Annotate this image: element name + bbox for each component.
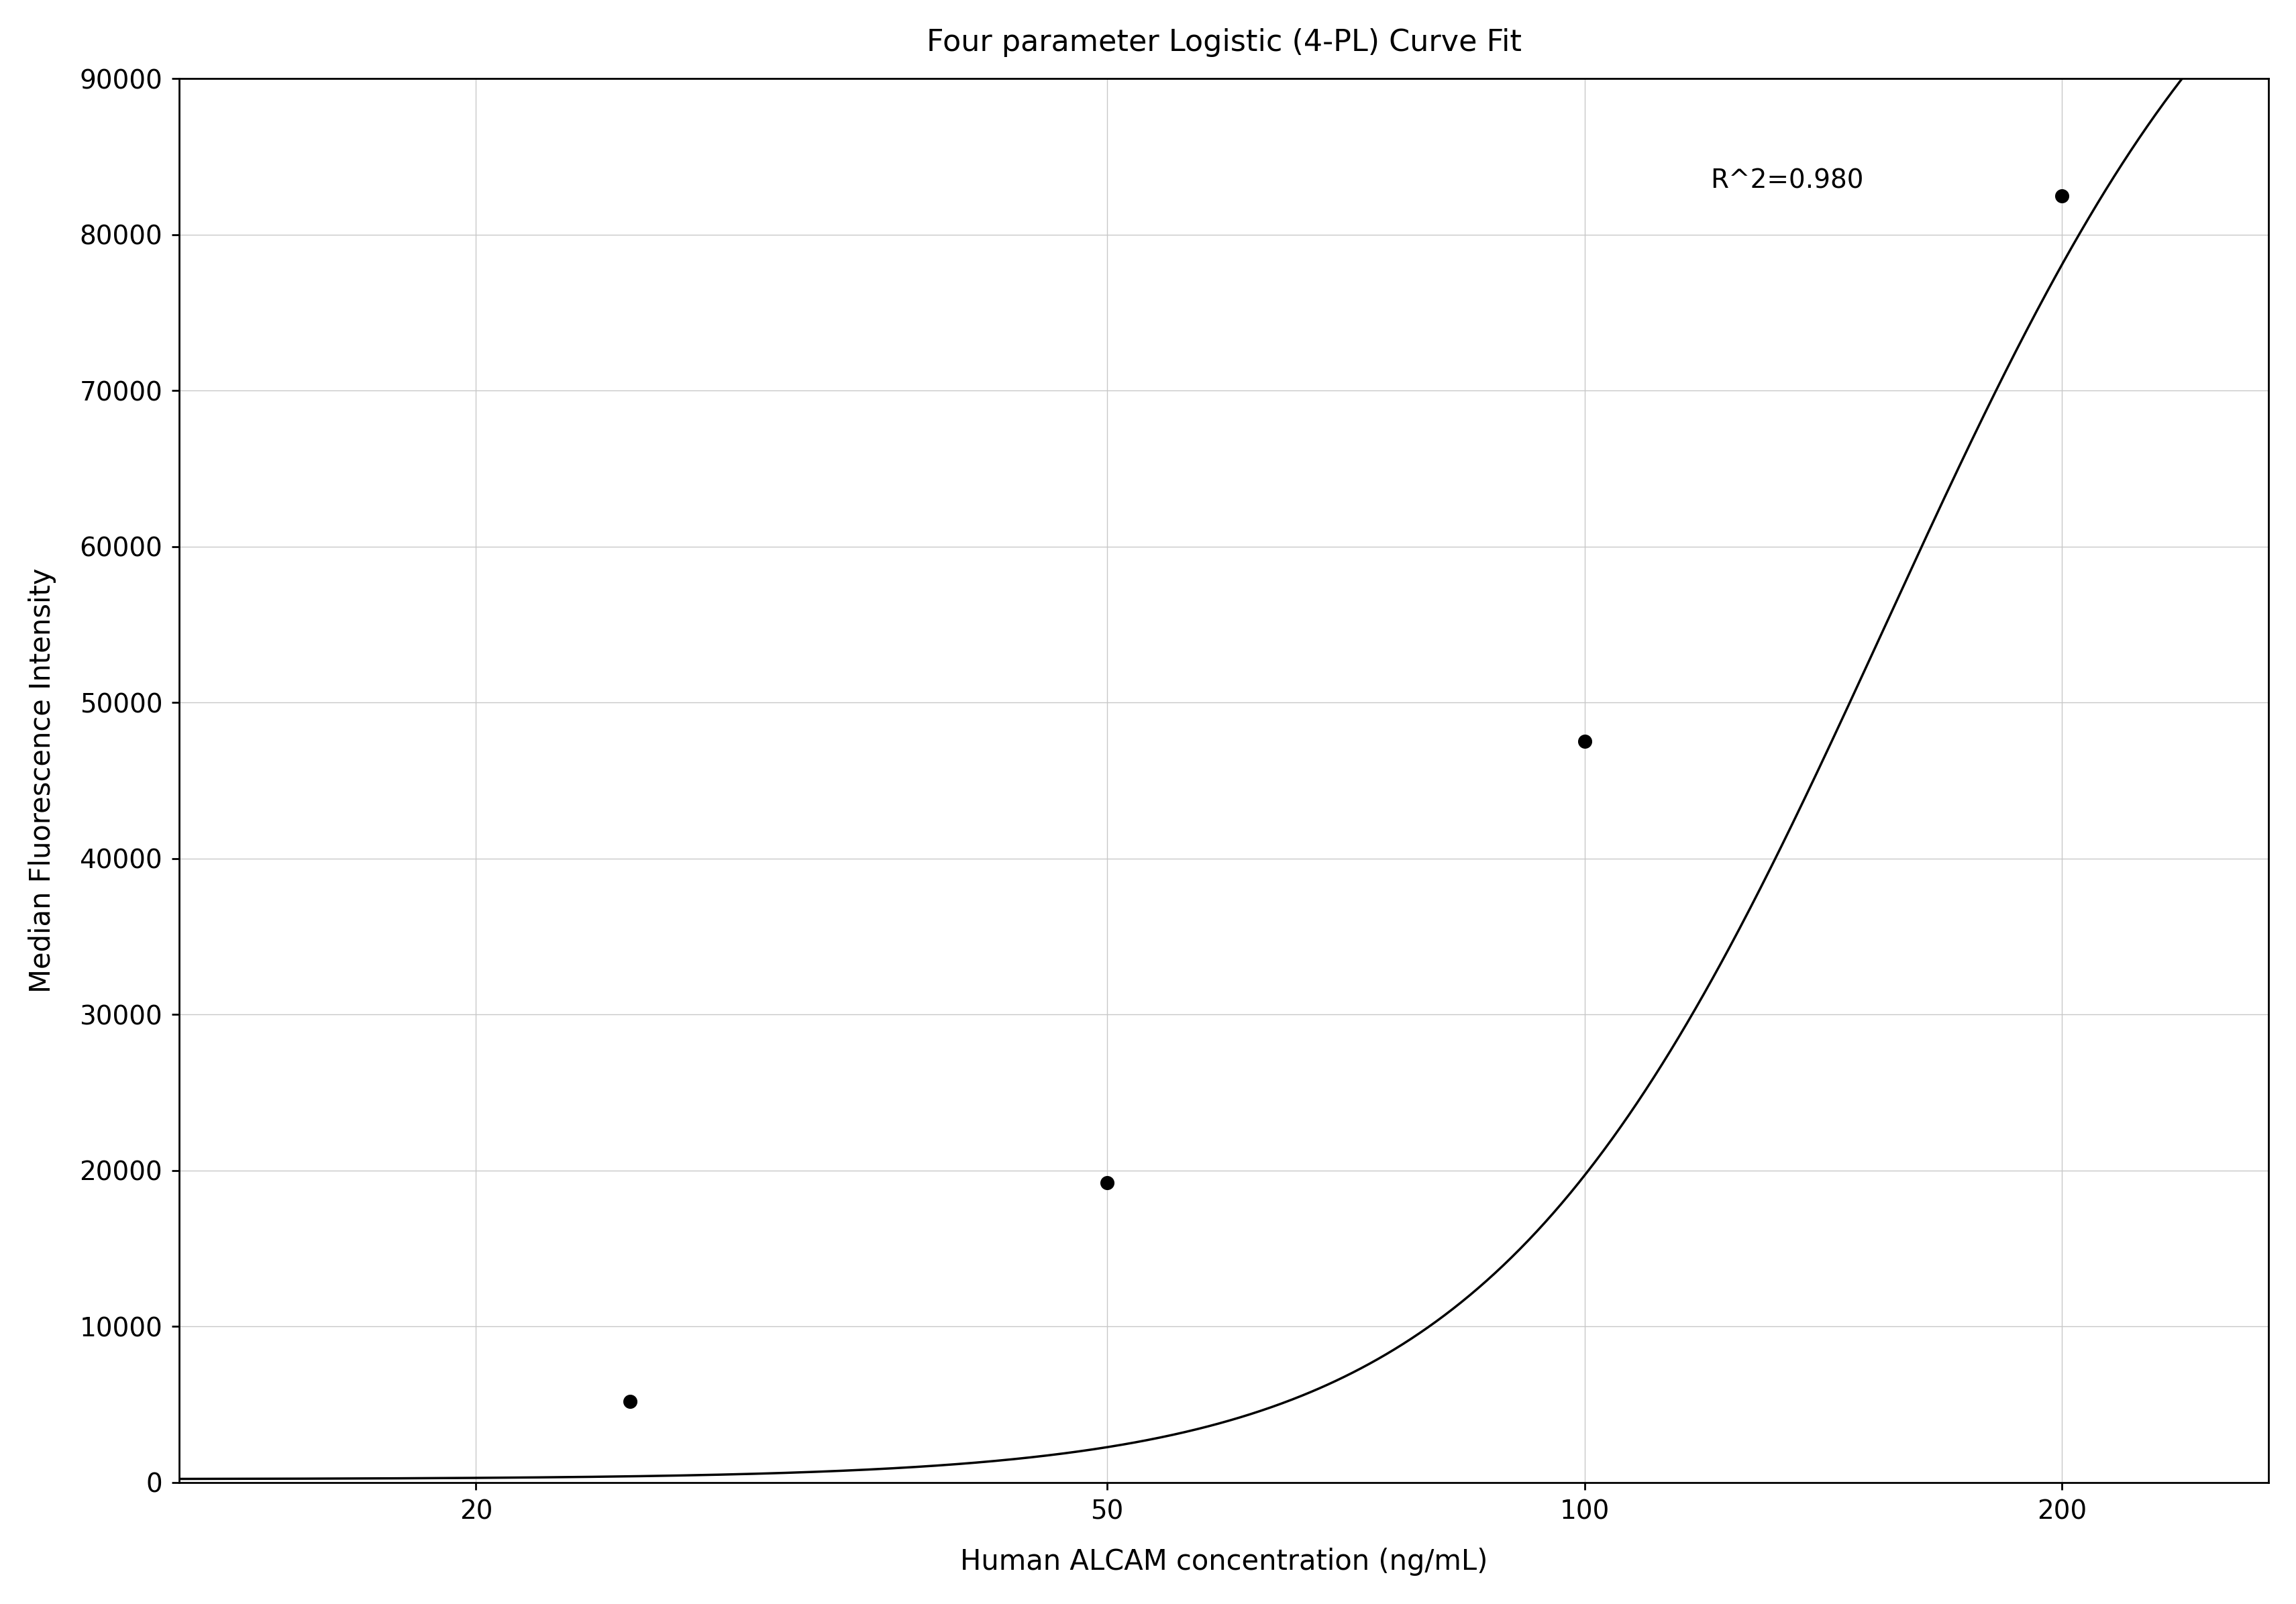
X-axis label: Human ALCAM concentration (ng/mL): Human ALCAM concentration (ng/mL) [960, 1548, 1488, 1577]
Point [1566, 728, 1603, 754]
Point [611, 1389, 647, 1415]
Point [1088, 1169, 1125, 1195]
Y-axis label: Median Fluorescence Intensity: Median Fluorescence Intensity [28, 568, 55, 993]
Text: R^2=0.980: R^2=0.980 [1711, 168, 1862, 192]
Point [2043, 183, 2080, 209]
Title: Four parameter Logistic (4-PL) Curve Fit: Four parameter Logistic (4-PL) Curve Fit [925, 27, 1522, 56]
